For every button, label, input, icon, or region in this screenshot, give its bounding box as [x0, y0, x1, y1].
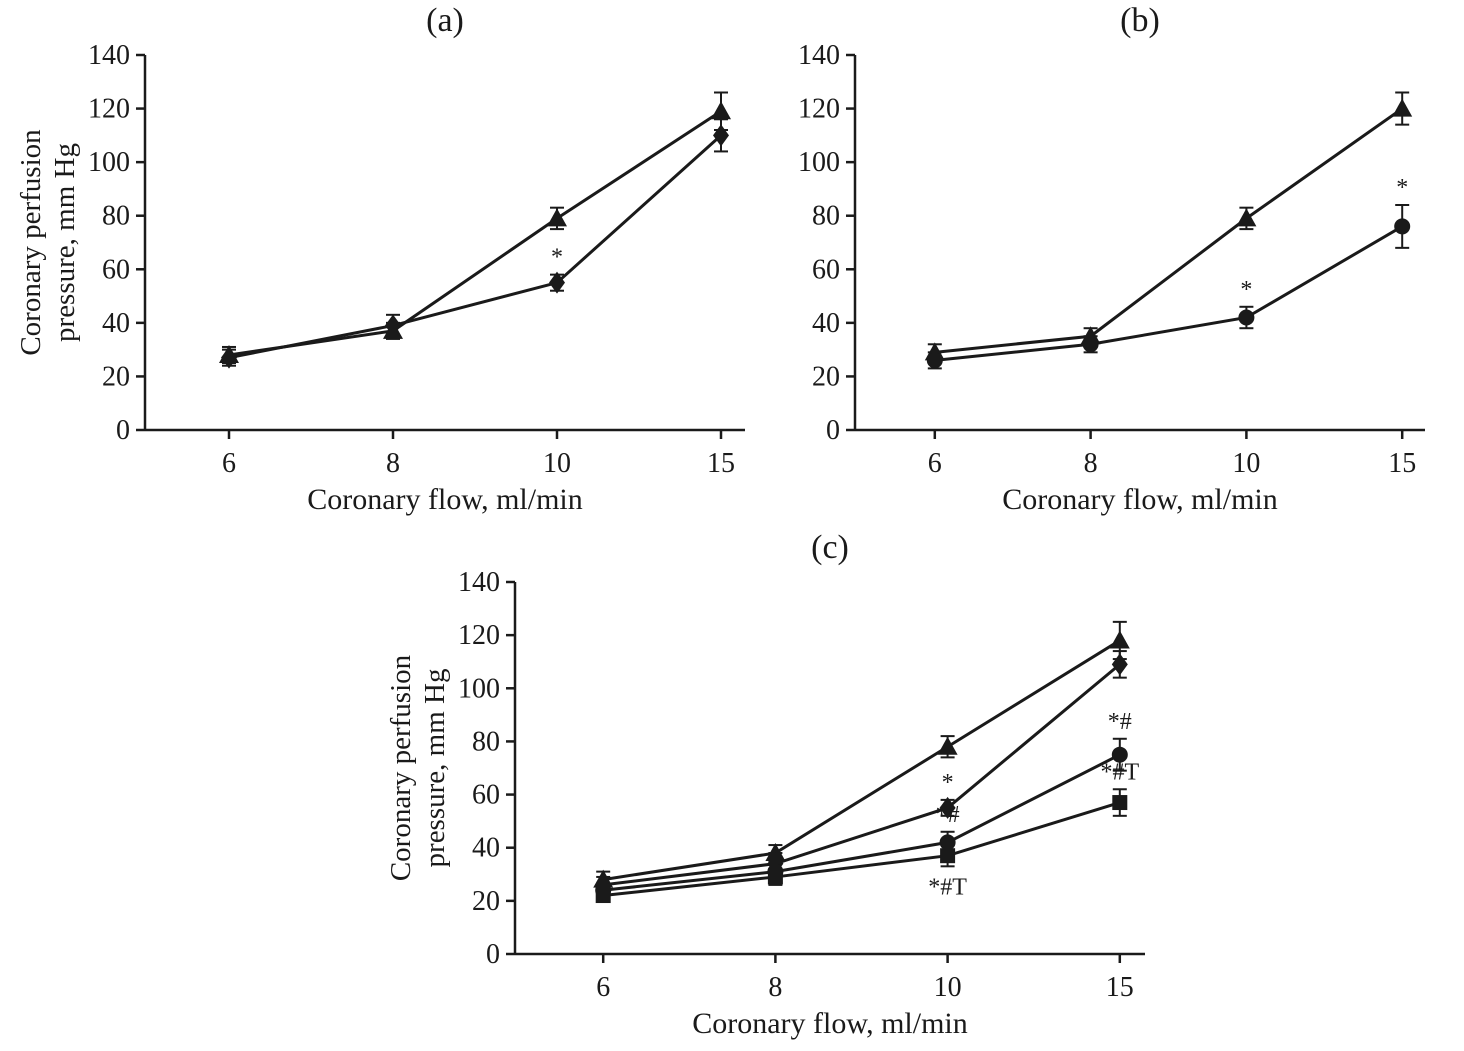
circle-marker — [1238, 309, 1255, 326]
triangle-marker — [1236, 208, 1257, 227]
panel-c-chart: 0 20 40 60 80 100 120 140 6 8 10 15 Coronary flow, m… — [385, 567, 1145, 1040]
svg-text:6: 6 — [928, 448, 942, 479]
svg-text:140: 140 — [458, 567, 500, 598]
svg-text:Coronary flow, ml/min: Coronary flow, ml/min — [307, 483, 583, 516]
svg-text:120: 120 — [458, 620, 500, 651]
group-diamond-line — [228, 134, 723, 360]
significance-annotation: *#T — [928, 874, 967, 900]
svg-text:10: 10 — [543, 448, 571, 479]
panel-a-title: (a) — [426, 2, 464, 39]
group-square-line — [603, 801, 1121, 898]
svg-text:pressure, mm Hg: pressure, mm Hg — [419, 669, 451, 868]
circle-marker — [1082, 336, 1099, 353]
group-circle-line — [603, 753, 1121, 892]
svg-text:8: 8 — [768, 972, 782, 1003]
svg-text:0: 0 — [826, 415, 840, 446]
group-circle-line — [934, 225, 1403, 362]
diamond-marker — [385, 314, 401, 337]
diamond-marker — [1111, 653, 1128, 676]
circle-marker — [939, 834, 956, 851]
svg-text:140: 140 — [798, 40, 840, 71]
svg-text:100: 100 — [798, 147, 840, 178]
svg-text:Coronary flow, ml/min: Coronary flow, ml/min — [692, 1007, 968, 1040]
diamond-marker — [221, 346, 237, 369]
triangle-marker — [937, 736, 958, 755]
svg-text:10: 10 — [934, 972, 962, 1003]
svg-text:0: 0 — [486, 939, 500, 970]
triangle-marker — [1392, 98, 1413, 117]
panel-b-title: (b) — [1120, 2, 1160, 39]
control-triangle-line — [602, 639, 1121, 882]
svg-text:20: 20 — [812, 361, 840, 392]
significance-annotation: *#T — [1100, 759, 1139, 785]
svg-text:Coronary perfusion: Coronary perfusion — [385, 654, 417, 881]
significance-annotation: * — [1396, 175, 1408, 201]
svg-text:Coronary perfusion: Coronary perfusion — [15, 129, 47, 356]
square-marker — [767, 869, 783, 885]
control-triangle-line — [934, 107, 1404, 354]
significance-annotation: * — [1240, 277, 1252, 303]
svg-text:Coronary flow, ml/min: Coronary flow, ml/min — [1002, 483, 1278, 516]
svg-text:100: 100 — [88, 147, 130, 178]
svg-text:6: 6 — [596, 972, 610, 1003]
significance-annotation: *# — [1108, 709, 1132, 735]
control-triangle-line — [228, 109, 722, 357]
svg-text:80: 80 — [812, 201, 840, 232]
svg-text:60: 60 — [812, 254, 840, 285]
svg-text:40: 40 — [102, 308, 130, 339]
svg-text:140: 140 — [88, 40, 130, 71]
panel-b-chart: 0 20 40 60 80 100 120 140 6 8 10 15 Coronary flow, m… — [798, 40, 1425, 516]
significance-annotation: * — [551, 245, 563, 271]
svg-text:80: 80 — [102, 201, 130, 232]
circle-marker — [926, 352, 943, 369]
svg-text:80: 80 — [472, 726, 500, 757]
diamond-marker — [549, 271, 565, 294]
svg-text:40: 40 — [472, 833, 500, 864]
significance-annotation: *# — [936, 802, 960, 828]
triangle-marker — [711, 101, 731, 120]
svg-text:60: 60 — [472, 780, 500, 811]
svg-text:40: 40 — [812, 308, 840, 339]
svg-text:100: 100 — [458, 673, 500, 704]
circle-marker — [1394, 218, 1411, 235]
svg-text:60: 60 — [102, 254, 130, 285]
svg-text:120: 120 — [798, 94, 840, 125]
svg-text:15: 15 — [707, 448, 735, 479]
svg-text:10: 10 — [1232, 448, 1260, 479]
panel-c-title: (c) — [811, 529, 849, 566]
significance-annotation: * — [942, 770, 954, 796]
svg-text:pressure, mm Hg: pressure, mm Hg — [49, 143, 81, 342]
triangle-marker — [547, 208, 567, 227]
triangle-marker — [1109, 630, 1130, 649]
svg-text:8: 8 — [386, 448, 400, 479]
diamond-marker — [713, 124, 729, 147]
svg-text:120: 120 — [88, 94, 130, 125]
square-marker — [1112, 795, 1128, 811]
svg-text:6: 6 — [222, 448, 236, 479]
svg-text:20: 20 — [472, 886, 500, 917]
square-marker — [595, 888, 611, 904]
group-diamond-line — [603, 663, 1121, 887]
svg-text:15: 15 — [1106, 972, 1134, 1003]
diamond-marker — [939, 796, 956, 819]
svg-text:20: 20 — [102, 361, 130, 392]
svg-text:0: 0 — [116, 415, 130, 446]
panel-a-chart: 0 20 40 60 80 100 120 140 6 8 10 15 Coronary flow, m… — [15, 40, 745, 516]
svg-text:8: 8 — [1084, 448, 1098, 479]
circle-marker — [1111, 746, 1128, 763]
square-marker — [940, 848, 956, 864]
svg-text:15: 15 — [1388, 448, 1416, 479]
